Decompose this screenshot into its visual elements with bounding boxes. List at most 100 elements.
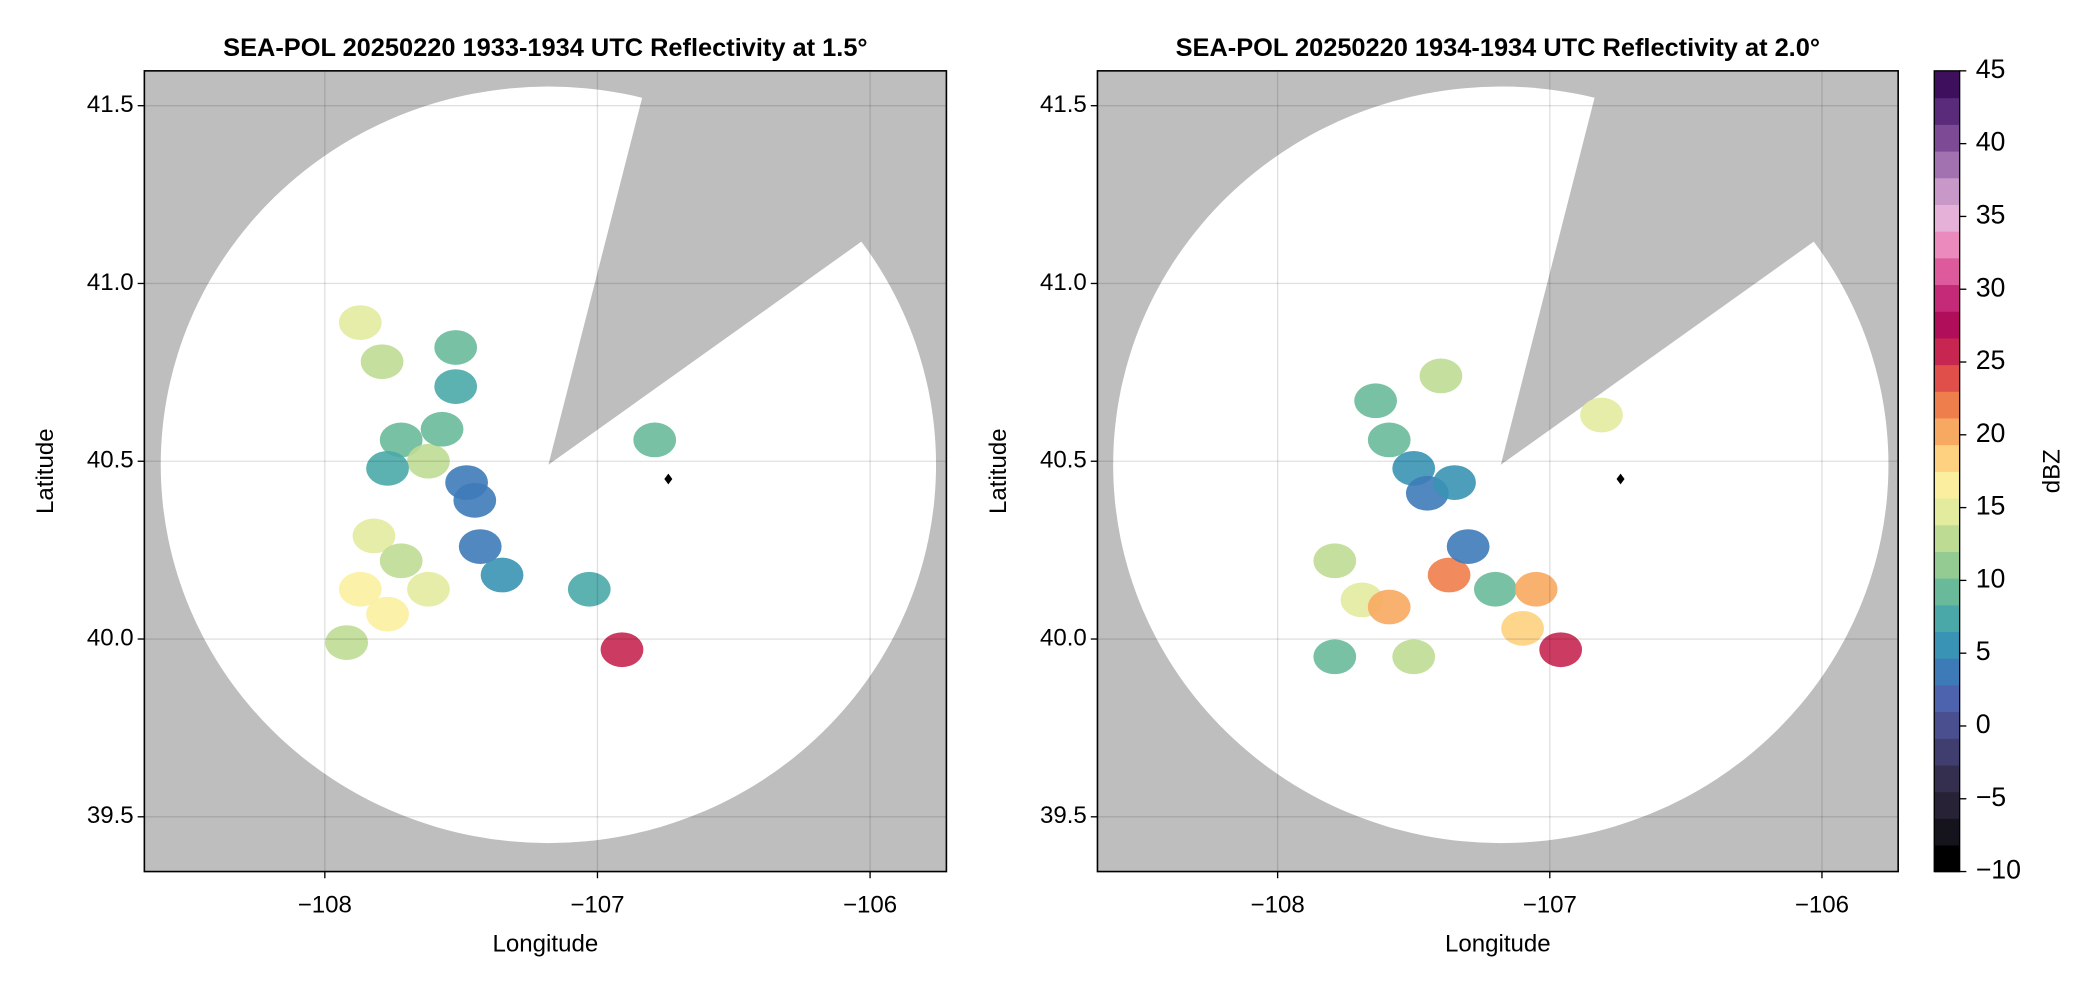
echo [352,518,396,554]
x-tick-label: −106 [1795,892,1849,919]
y-axis-label: Latitude [32,428,59,514]
echo [1501,610,1544,646]
colorbar-label: dBZ [2039,449,2066,493]
echo [434,369,478,404]
x-tick-label: −107 [1523,892,1577,919]
colorbar-tick-label: 0 [1976,709,1991,739]
chart-title: SEA-POL 20250220 1934-1934 UTC Reflectiv… [1176,34,1820,62]
echo [366,596,409,632]
chart-title: SEA-POL 20250220 1933-1934 UTC Reflectiv… [223,34,867,62]
colorbar-swatch [1934,604,1960,633]
colorbar-swatch [1934,311,1960,339]
colorbar-tick-label: 30 [1976,272,2006,302]
echo [1313,639,1357,675]
colorbar-frame [1933,70,1961,873]
colorbar-swatch [1934,471,1960,499]
colorbar-swatch [1934,230,1960,259]
echo [600,632,644,668]
echo [379,543,423,579]
colorbar-swatch [1934,337,1960,366]
echo [458,529,502,564]
colorbar-swatch [1934,818,1960,846]
echo [1427,557,1471,593]
echo [1433,465,1476,500]
colorbar-swatch [1934,684,1960,713]
colorbar-swatch [1934,577,1960,606]
colorbar-tick-label: 10 [1976,563,2006,593]
echo [1446,529,1490,564]
axes-frame [1096,70,1899,873]
echo [1392,639,1436,675]
y-tick-label: 40.0 [1040,624,1087,651]
echo [379,422,423,458]
echo [1354,383,1397,419]
echo [1419,358,1463,394]
blocked-sector [548,70,947,465]
colorbar-tick-label: 25 [1976,345,2006,375]
colorbar-swatch [1934,497,1960,526]
colorbar-swatch [1934,417,1960,446]
colorbar-swatch [1934,658,1960,686]
colorbar-swatch [1934,738,1960,766]
y-tick-label: 41.0 [1040,269,1087,296]
colorbar-tick-label: −10 [1976,855,2021,885]
colorbar-swatch [1934,791,1960,819]
colorbar-swatch [1934,204,1960,232]
echo [407,443,450,479]
echo [420,411,464,447]
colorbar-swatch [1934,124,1960,152]
colorbar-swatch [1934,524,1960,552]
colorbar-swatch [1934,150,1960,179]
x-tick-label: −107 [570,892,624,919]
colorbar-swatch [1934,284,1960,312]
colorbar-tick-label: 45 [1976,54,2006,84]
colorbar-swatch [1934,177,1960,205]
echo [633,422,677,458]
echo [1580,397,1623,433]
colorbar-tick-label: 15 [1976,491,2006,521]
y-tick-label: 41.5 [87,91,134,118]
colorbar-tick-label: 20 [1976,418,2006,448]
colorbar-swatch [1934,711,1960,739]
echo [1514,571,1558,607]
y-tick-label: 40.5 [87,447,134,474]
colorbar-tick-label: −5 [1976,782,2006,812]
echo [360,344,404,380]
echo [434,330,478,365]
echo [567,571,611,607]
y-tick-label: 39.5 [87,802,134,829]
y-tick-label: 40.5 [1040,447,1087,474]
site-marker [1616,473,1625,485]
colorbar-swatch [1934,551,1960,579]
echo [325,625,369,660]
echo [1313,543,1357,579]
echo [480,557,524,593]
y-tick-label: 41.0 [87,269,134,296]
colorbar-swatch [1934,391,1960,419]
echo [338,305,382,340]
echo [453,482,497,518]
y-tick-label: 40.0 [87,624,134,651]
y-tick-label: 41.5 [1040,91,1087,118]
colorbar-swatch [1934,444,1960,472]
echo [1539,632,1583,668]
colorbar-swatch [1934,631,1960,659]
colorbar-tick-label: 35 [1976,199,2006,229]
plot-area [1097,70,1899,872]
colorbar-tick-label: 40 [1976,127,2006,157]
colorbar-swatch [1934,97,1960,125]
colorbar-swatch [1934,364,1960,392]
echo [1367,589,1411,625]
echo [1367,422,1411,458]
colorbar-swatch [1934,70,1960,99]
x-tick-label: −106 [843,892,897,919]
y-axis-label: Latitude [985,428,1012,514]
x-axis-label: Longitude [493,930,599,957]
plot-area [144,70,947,872]
x-tick-label: −108 [298,892,352,919]
colorbar-swatch [1934,844,1960,873]
x-tick-label: −108 [1251,892,1305,919]
echo [1473,571,1517,607]
colorbar-tick-label: 5 [1976,636,1991,666]
